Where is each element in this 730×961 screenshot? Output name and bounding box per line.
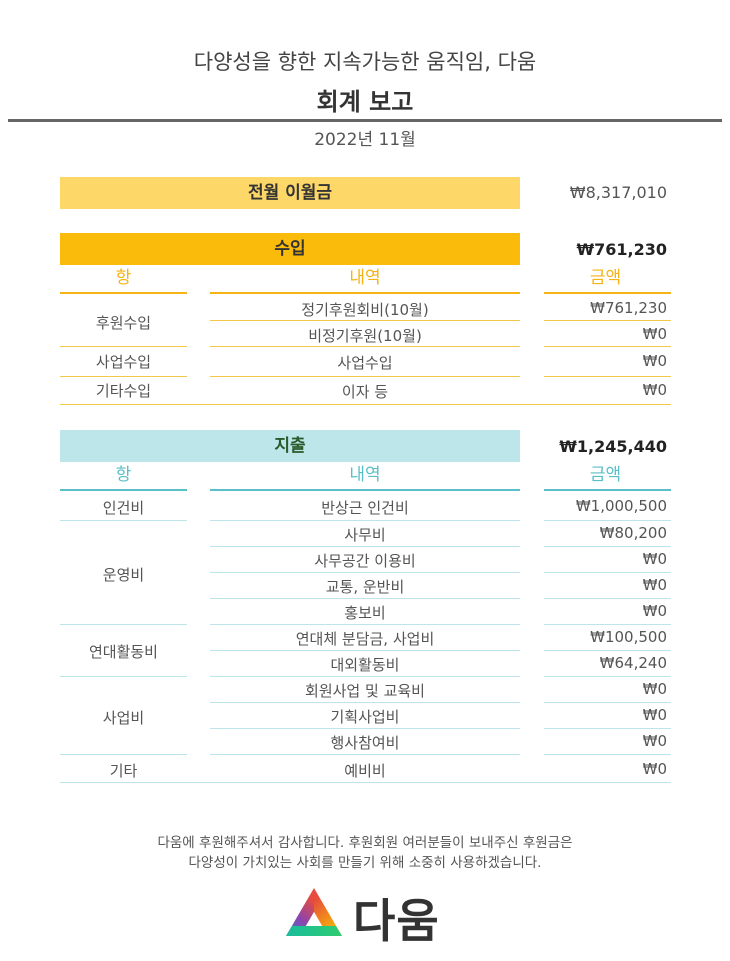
expense-row-amount: ₩0 <box>642 576 667 594</box>
expense-row-amount: ₩100,500 <box>590 628 667 646</box>
income-col-underline <box>210 292 520 294</box>
row-divider <box>210 754 520 755</box>
income-row-desc: 사업수입 <box>337 354 393 372</box>
row-divider <box>210 546 520 547</box>
expense-row-desc: 대외활동비 <box>330 656 400 674</box>
income-col-category: 항 <box>115 268 132 288</box>
expense-row-amount: ₩0 <box>642 706 667 724</box>
expense-row-amount: ₩0 <box>642 680 667 698</box>
expense-row-amount: ₩0 <box>642 760 667 778</box>
page-title: 회계 보고 <box>316 88 414 116</box>
expense-row-desc: 사무공간 이용비 <box>314 552 416 570</box>
expense-row-amount: ₩80,200 <box>599 524 667 542</box>
carryover-amount: ₩8,317,010 <box>569 183 667 202</box>
income-category: 기타수입 <box>95 382 152 400</box>
subtitle: 다양성을 향한 지속가능한 움직임, 다움 <box>193 50 537 74</box>
expense-col-underline <box>60 489 187 491</box>
carryover-label: 전월 이월금 <box>60 177 520 209</box>
row-divider <box>210 676 520 677</box>
title-divider <box>8 119 722 122</box>
row-divider <box>210 520 520 521</box>
row-divider <box>544 546 671 547</box>
expense-col-category: 항 <box>115 465 132 485</box>
row-divider <box>544 650 671 651</box>
income-category: 후원수입 <box>95 314 152 332</box>
income-row-amount: ₩0 <box>642 325 667 343</box>
triangle-logo-icon <box>286 888 342 936</box>
footer-message-line1: 다움에 후원해주셔서 감사합니다. 후원회원 여러분들이 보내주신 후원금은 <box>157 835 573 851</box>
logo-wordmark: 다움 <box>353 894 440 948</box>
expense-row-amount: ₩64,240 <box>599 654 667 672</box>
expense-row-desc: 회원사업 및 교육비 <box>305 682 425 700</box>
income-col-underline <box>544 292 671 294</box>
income-col-desc: 내역 <box>349 268 381 288</box>
income-row-amount: ₩761,230 <box>590 299 667 317</box>
expense-col-underline <box>544 489 671 491</box>
row-divider <box>60 624 187 625</box>
row-divider <box>544 624 671 625</box>
expense-col-amount: 금액 <box>589 465 622 485</box>
expense-category: 인건비 <box>102 499 145 517</box>
row-divider <box>210 650 520 651</box>
row-divider <box>210 598 520 599</box>
row-divider <box>544 346 671 347</box>
income-row-amount: ₩0 <box>642 352 667 370</box>
expense-row-desc: 예비비 <box>344 762 386 780</box>
section-end-line <box>60 782 671 783</box>
expense-row-desc: 사무비 <box>344 526 386 544</box>
income-row-desc: 이자 등 <box>341 383 389 401</box>
row-divider <box>60 376 187 377</box>
expense-row-amount: ₩1,000,500 <box>575 497 667 515</box>
expense-row-desc: 반상근 인건비 <box>321 499 409 517</box>
row-divider <box>60 754 187 755</box>
row-divider <box>544 320 671 321</box>
expense-category: 연대활동비 <box>88 643 158 661</box>
income-row-desc: 정기후원회비(10월) <box>301 301 429 319</box>
expense-row-desc: 연대체 분담금, 사업비 <box>295 630 435 648</box>
expense-row-amount: ₩0 <box>642 550 667 568</box>
row-divider <box>544 376 671 377</box>
section-end-line <box>60 404 671 405</box>
expense-total: ₩1,245,440 <box>559 437 667 456</box>
row-divider <box>210 376 520 377</box>
expense-category: 운영비 <box>102 566 145 584</box>
income-section-label: 수입 <box>60 233 520 265</box>
row-divider <box>60 520 187 521</box>
row-divider <box>544 572 671 573</box>
row-divider <box>210 346 520 347</box>
row-divider <box>210 320 520 321</box>
row-divider <box>210 728 520 729</box>
expense-row-amount: ₩0 <box>642 602 667 620</box>
income-col-amount: 금액 <box>589 268 622 288</box>
expense-row-amount: ₩0 <box>642 732 667 750</box>
row-divider <box>60 676 187 677</box>
expense-category: 사업비 <box>102 709 145 727</box>
row-divider <box>210 624 520 625</box>
report-period: 2022년 11월 <box>314 130 416 150</box>
income-col-underline <box>60 292 187 294</box>
income-total: ₩761,230 <box>576 240 667 259</box>
row-divider <box>544 702 671 703</box>
expense-row-desc: 행사참여비 <box>330 734 400 752</box>
expense-row-desc: 기획사업비 <box>330 708 400 726</box>
row-divider <box>544 676 671 677</box>
row-divider <box>210 572 520 573</box>
row-divider <box>544 598 671 599</box>
row-divider <box>544 520 671 521</box>
footer-message-line2: 다양성이 가치있는 사회를 만들기 위해 소중히 사용하겠습니다. <box>188 855 542 871</box>
expense-row-desc: 홍보비 <box>344 604 386 622</box>
income-category: 사업수입 <box>95 353 152 371</box>
income-row-desc: 비정기후원(10월) <box>308 327 422 345</box>
row-divider <box>544 728 671 729</box>
expense-row-desc: 교통, 운반비 <box>325 578 405 596</box>
expense-category: 기타 <box>109 762 138 780</box>
row-divider <box>210 702 520 703</box>
expense-col-desc: 내역 <box>349 465 381 485</box>
row-divider <box>60 346 187 347</box>
expense-col-underline <box>210 489 520 491</box>
income-row-amount: ₩0 <box>642 381 667 399</box>
row-divider <box>544 754 671 755</box>
expense-section-label: 지출 <box>60 430 520 462</box>
